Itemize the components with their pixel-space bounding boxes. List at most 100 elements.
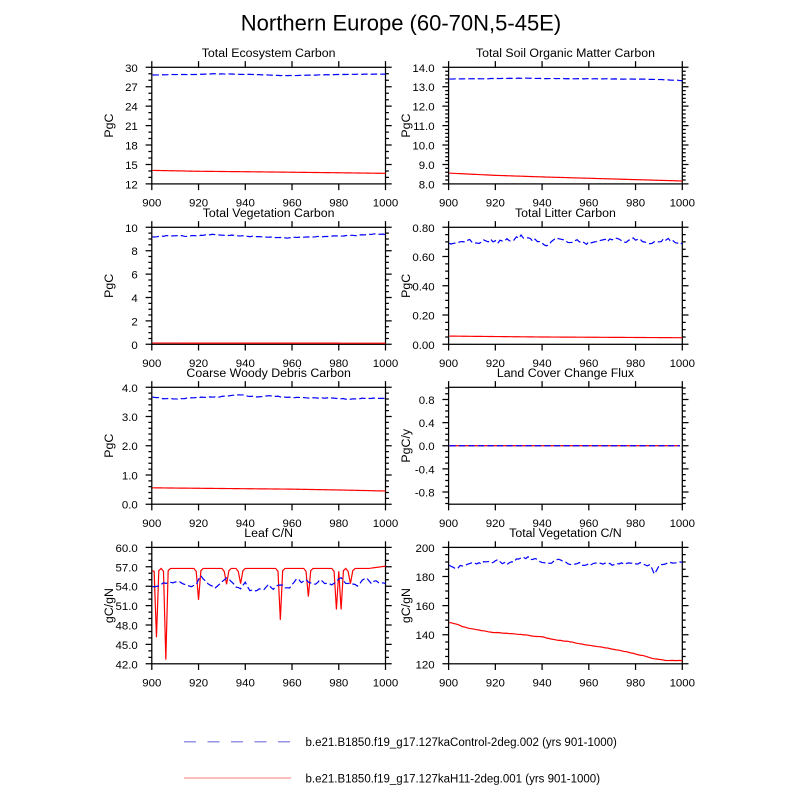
svg-text:1000: 1000 (373, 678, 398, 690)
svg-text:960: 960 (579, 678, 598, 690)
svg-text:0.0: 0.0 (419, 441, 435, 453)
svg-text:920: 920 (189, 518, 208, 530)
svg-text:15: 15 (125, 160, 138, 172)
svg-text:920: 920 (486, 678, 505, 690)
svg-text:PgC: PgC (102, 434, 116, 458)
svg-text:980: 980 (626, 358, 645, 370)
svg-text:180: 180 (416, 572, 435, 584)
svg-text:140: 140 (416, 630, 435, 642)
svg-text:10.0: 10.0 (412, 140, 434, 152)
svg-text:940: 940 (533, 518, 552, 530)
svg-text:11.0: 11.0 (413, 121, 434, 133)
svg-text:-0.8: -0.8 (415, 487, 435, 499)
svg-text:10: 10 (125, 223, 138, 235)
svg-text:0.4: 0.4 (419, 418, 436, 430)
svg-text:45.0: 45.0 (116, 640, 138, 652)
svg-text:21: 21 (125, 121, 138, 133)
svg-text:940: 940 (236, 518, 255, 530)
svg-text:6: 6 (131, 270, 137, 282)
svg-text:12.0: 12.0 (412, 102, 434, 114)
svg-text:980: 980 (329, 198, 348, 210)
svg-text:PgC: PgC (102, 274, 116, 298)
svg-text:18: 18 (125, 140, 138, 152)
svg-text:900: 900 (142, 518, 161, 530)
svg-text:920: 920 (189, 678, 208, 690)
svg-text:27: 27 (125, 82, 138, 94)
svg-text:900: 900 (439, 518, 458, 530)
svg-text:1000: 1000 (670, 358, 695, 370)
svg-text:Leaf C/N: Leaf C/N (244, 526, 293, 540)
svg-text:200: 200 (416, 543, 435, 555)
svg-text:60.0: 60.0 (116, 543, 138, 555)
svg-text:0.0: 0.0 (122, 500, 138, 512)
svg-text:900: 900 (142, 358, 161, 370)
svg-text:1000: 1000 (670, 518, 695, 530)
svg-text:Northern Europe (60-70N,5-45E): Northern Europe (60-70N,5-45E) (241, 10, 561, 35)
svg-text:980: 980 (626, 518, 645, 530)
svg-text:940: 940 (236, 198, 255, 210)
svg-text:gC/gN: gC/gN (399, 588, 413, 623)
svg-text:920: 920 (486, 518, 505, 530)
svg-text:1000: 1000 (670, 678, 695, 690)
svg-text:940: 940 (533, 678, 552, 690)
svg-text:160: 160 (416, 601, 435, 613)
svg-text:Total Litter Carbon: Total Litter Carbon (515, 206, 616, 220)
svg-text:Land Cover Change Flux: Land Cover Change Flux (497, 366, 635, 380)
svg-text:1000: 1000 (670, 198, 695, 210)
svg-text:1000: 1000 (373, 198, 398, 210)
svg-text:b.e21.B1850.f19_g17.127kaH11-2: b.e21.B1850.f19_g17.127kaH11-2deg.001 (y… (306, 773, 601, 785)
svg-text:940: 940 (236, 678, 255, 690)
svg-text:900: 900 (439, 678, 458, 690)
svg-text:980: 980 (329, 358, 348, 370)
svg-text:920: 920 (486, 198, 505, 210)
svg-text:1000: 1000 (373, 358, 398, 370)
svg-text:PgC: PgC (399, 274, 413, 298)
svg-text:960: 960 (579, 518, 598, 530)
svg-text:2.0: 2.0 (122, 441, 138, 453)
svg-text:960: 960 (579, 358, 598, 370)
svg-text:PgC/y: PgC/y (399, 428, 413, 462)
svg-text:Total Vegetation Carbon: Total Vegetation Carbon (203, 206, 335, 220)
svg-text:42.0: 42.0 (116, 659, 138, 671)
svg-text:57.0: 57.0 (116, 562, 138, 574)
svg-text:0.00: 0.00 (412, 340, 434, 352)
svg-text:0: 0 (131, 340, 137, 352)
svg-text:0.40: 0.40 (412, 281, 434, 293)
svg-text:14.0: 14.0 (412, 63, 434, 75)
svg-text:900: 900 (142, 198, 161, 210)
svg-text:Total Vegetation C/N: Total Vegetation C/N (509, 526, 622, 540)
svg-text:960: 960 (282, 358, 301, 370)
svg-text:1.0: 1.0 (122, 470, 138, 482)
svg-text:3.0: 3.0 (122, 412, 138, 424)
svg-text:0.80: 0.80 (412, 223, 434, 235)
svg-text:13.0: 13.0 (412, 82, 434, 94)
svg-text:24: 24 (125, 102, 138, 114)
svg-text:920: 920 (486, 358, 505, 370)
svg-text:12: 12 (125, 179, 138, 191)
svg-text:980: 980 (626, 198, 645, 210)
svg-text:940: 940 (533, 358, 552, 370)
svg-text:940: 940 (236, 358, 255, 370)
svg-text:gC/gN: gC/gN (102, 588, 116, 623)
svg-text:PgC: PgC (102, 114, 116, 138)
svg-text:51.0: 51.0 (116, 601, 138, 613)
svg-text:4.0: 4.0 (122, 383, 138, 395)
svg-text:1000: 1000 (373, 518, 398, 530)
svg-text:960: 960 (579, 198, 598, 210)
svg-text:120: 120 (416, 659, 435, 671)
svg-text:4: 4 (131, 293, 138, 305)
svg-text:8: 8 (131, 246, 137, 258)
svg-text:960: 960 (282, 198, 301, 210)
svg-text:0.20: 0.20 (412, 311, 434, 323)
svg-text:Total Soil Organic Matter Carb: Total Soil Organic Matter Carbon (476, 46, 655, 60)
svg-text:8.0: 8.0 (419, 179, 435, 191)
svg-text:900: 900 (142, 678, 161, 690)
svg-text:9.0: 9.0 (419, 160, 435, 172)
svg-text:940: 940 (533, 198, 552, 210)
svg-text:48.0: 48.0 (116, 620, 138, 632)
svg-text:980: 980 (626, 678, 645, 690)
svg-text:920: 920 (189, 198, 208, 210)
svg-text:-0.4: -0.4 (415, 464, 435, 476)
svg-text:54.0: 54.0 (116, 582, 138, 594)
svg-text:0.60: 0.60 (412, 252, 434, 264)
